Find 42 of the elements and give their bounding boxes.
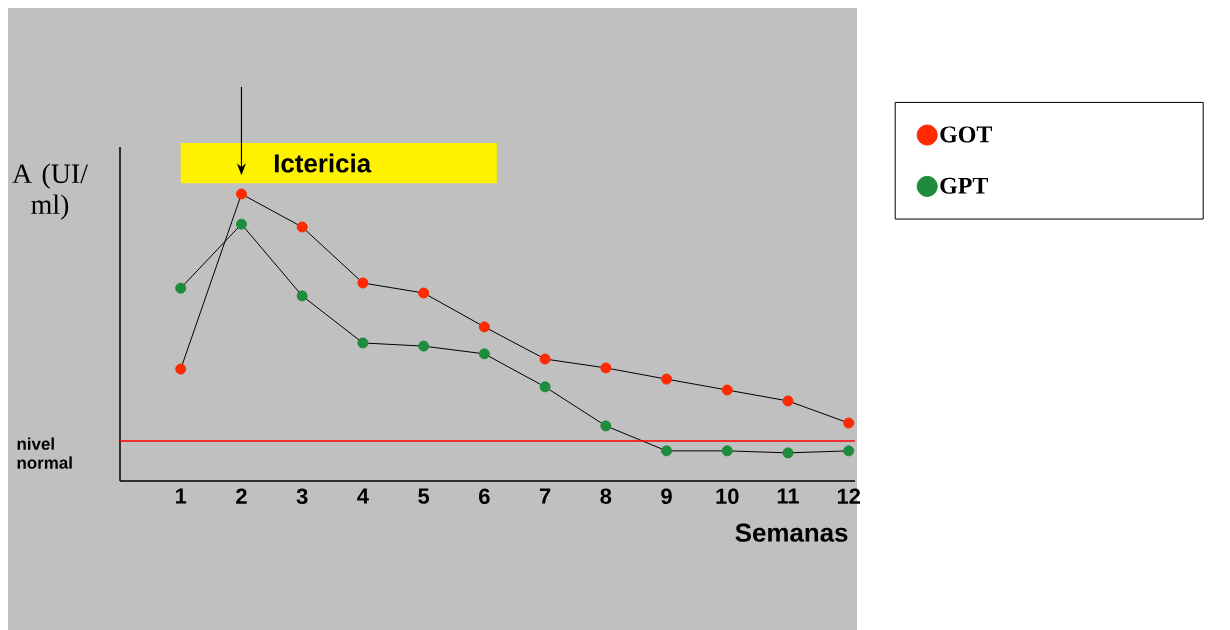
point xyxy=(175,363,187,375)
x-tick-label: 9 xyxy=(661,488,672,505)
point xyxy=(843,445,855,457)
x-axis-title: Semanas xyxy=(735,523,848,542)
point xyxy=(539,353,551,365)
point xyxy=(175,282,187,294)
x-tick-label: 4 xyxy=(357,488,369,504)
point xyxy=(843,417,855,429)
x-tick-label: 6 xyxy=(479,488,490,505)
point xyxy=(478,348,490,360)
point xyxy=(478,321,490,333)
point xyxy=(782,447,794,459)
x-tick-label: 12 xyxy=(837,488,861,504)
legend-label: GPT xyxy=(940,177,988,194)
x-tick-label: 10 xyxy=(716,488,739,505)
point xyxy=(296,221,308,233)
point xyxy=(539,381,551,393)
point xyxy=(661,373,673,385)
point xyxy=(418,340,430,352)
x-tick-label: 7 xyxy=(539,488,551,504)
point xyxy=(782,395,794,407)
point xyxy=(721,384,733,396)
point xyxy=(357,337,369,349)
x-tick-label: 1 xyxy=(176,488,187,504)
point xyxy=(235,188,247,200)
y-axis-title: A (UI/ ml) xyxy=(12,163,88,220)
x-tick-label: 11 xyxy=(777,488,799,504)
point xyxy=(418,287,430,299)
x-tick-label: 8 xyxy=(600,488,612,505)
legend-label: GOT xyxy=(940,126,992,143)
x-tick-label: 3 xyxy=(296,488,308,505)
x-tick-label: 5 xyxy=(418,488,430,504)
point xyxy=(600,362,612,374)
annotation: Ictericia xyxy=(274,153,372,173)
point xyxy=(600,420,612,432)
point xyxy=(235,218,247,230)
x-tick-label: 2 xyxy=(236,488,247,504)
point xyxy=(296,290,308,302)
ref-line-label: nivel normal xyxy=(17,437,72,469)
point xyxy=(357,277,369,289)
point xyxy=(721,445,733,457)
point xyxy=(661,445,673,457)
